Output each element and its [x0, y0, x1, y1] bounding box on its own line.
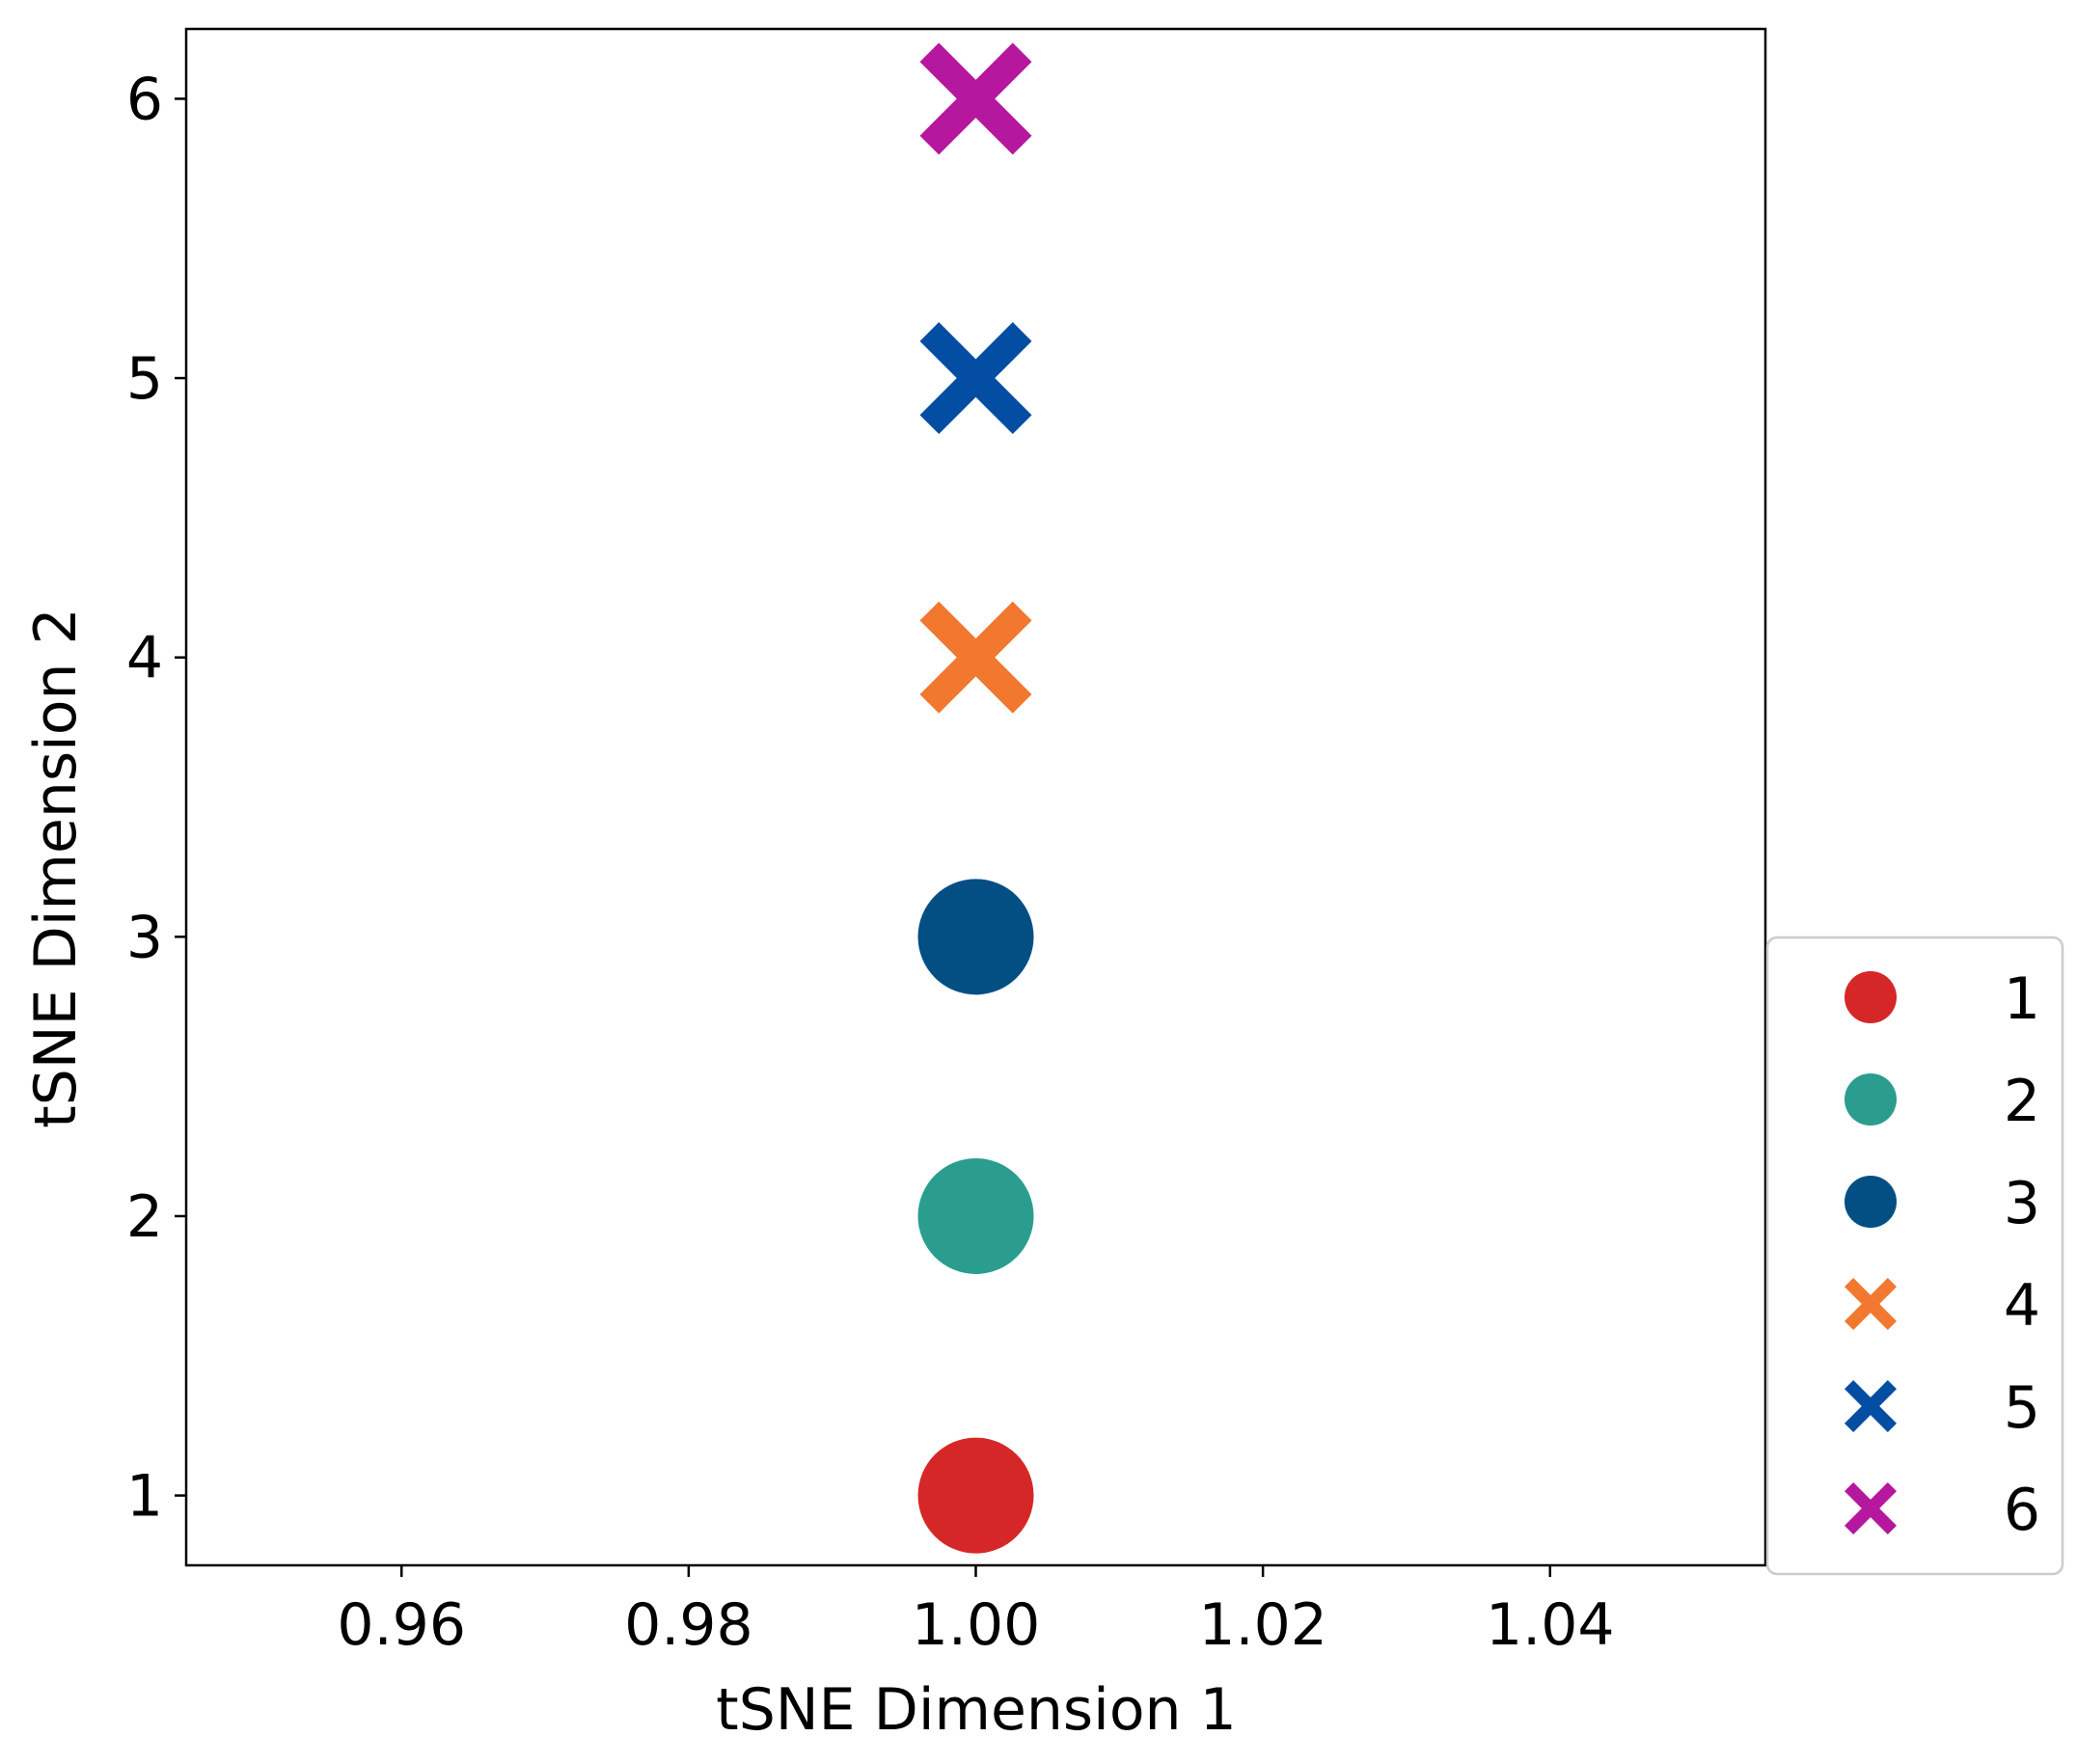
legend-marker-1: [1845, 971, 1897, 1023]
legend-label-5: 5: [2004, 1374, 2040, 1442]
data-point-3: [917, 879, 1034, 995]
legend-label-1: 1: [2004, 965, 2040, 1033]
y-tick-label: 6: [126, 66, 163, 133]
y-tick-label: 5: [126, 345, 163, 413]
y-tick-label: 2: [126, 1183, 163, 1251]
y-tick-label: 1: [126, 1463, 163, 1531]
x-tick-label: 1.02: [1198, 1591, 1327, 1659]
y-tick-label: 3: [126, 904, 163, 971]
legend-label-4: 4: [2004, 1272, 2040, 1340]
legend-marker-2: [1845, 1073, 1897, 1126]
legend-marker-5: [1845, 1380, 1897, 1432]
legend-label-3: 3: [2004, 1170, 2040, 1237]
x-tick-label: 1.04: [1486, 1591, 1615, 1659]
legend-marker-3: [1845, 1176, 1897, 1228]
legend-marker-4: [1845, 1278, 1897, 1330]
legend: 1 2 3 4 5 6: [1765, 936, 2064, 1576]
x-tick-label: 1.00: [912, 1591, 1041, 1659]
legend-box: [1765, 936, 2064, 1576]
x-axis-label: tSNE Dimension 1: [716, 1676, 1237, 1744]
x-tick-label: 0.98: [624, 1591, 753, 1659]
y-tick-label: 4: [126, 625, 163, 692]
data-point-1: [917, 1437, 1034, 1554]
legend-label-2: 2: [2004, 1068, 2040, 1135]
y-axis-label: tSNE Dimension 2: [22, 608, 90, 1128]
x-tick-label: 0.96: [337, 1591, 466, 1659]
data-point-4: [919, 601, 1032, 714]
data-point-5: [919, 322, 1032, 435]
plot-area: 0.96 0.98 1.00 1.02 1.04 1 2 3 4 5 6: [126, 27, 1767, 1659]
data-point-6: [919, 42, 1032, 155]
data-point-2: [917, 1157, 1034, 1274]
legend-marker-6: [1845, 1482, 1897, 1534]
legend-label-6: 6: [2004, 1477, 2040, 1544]
